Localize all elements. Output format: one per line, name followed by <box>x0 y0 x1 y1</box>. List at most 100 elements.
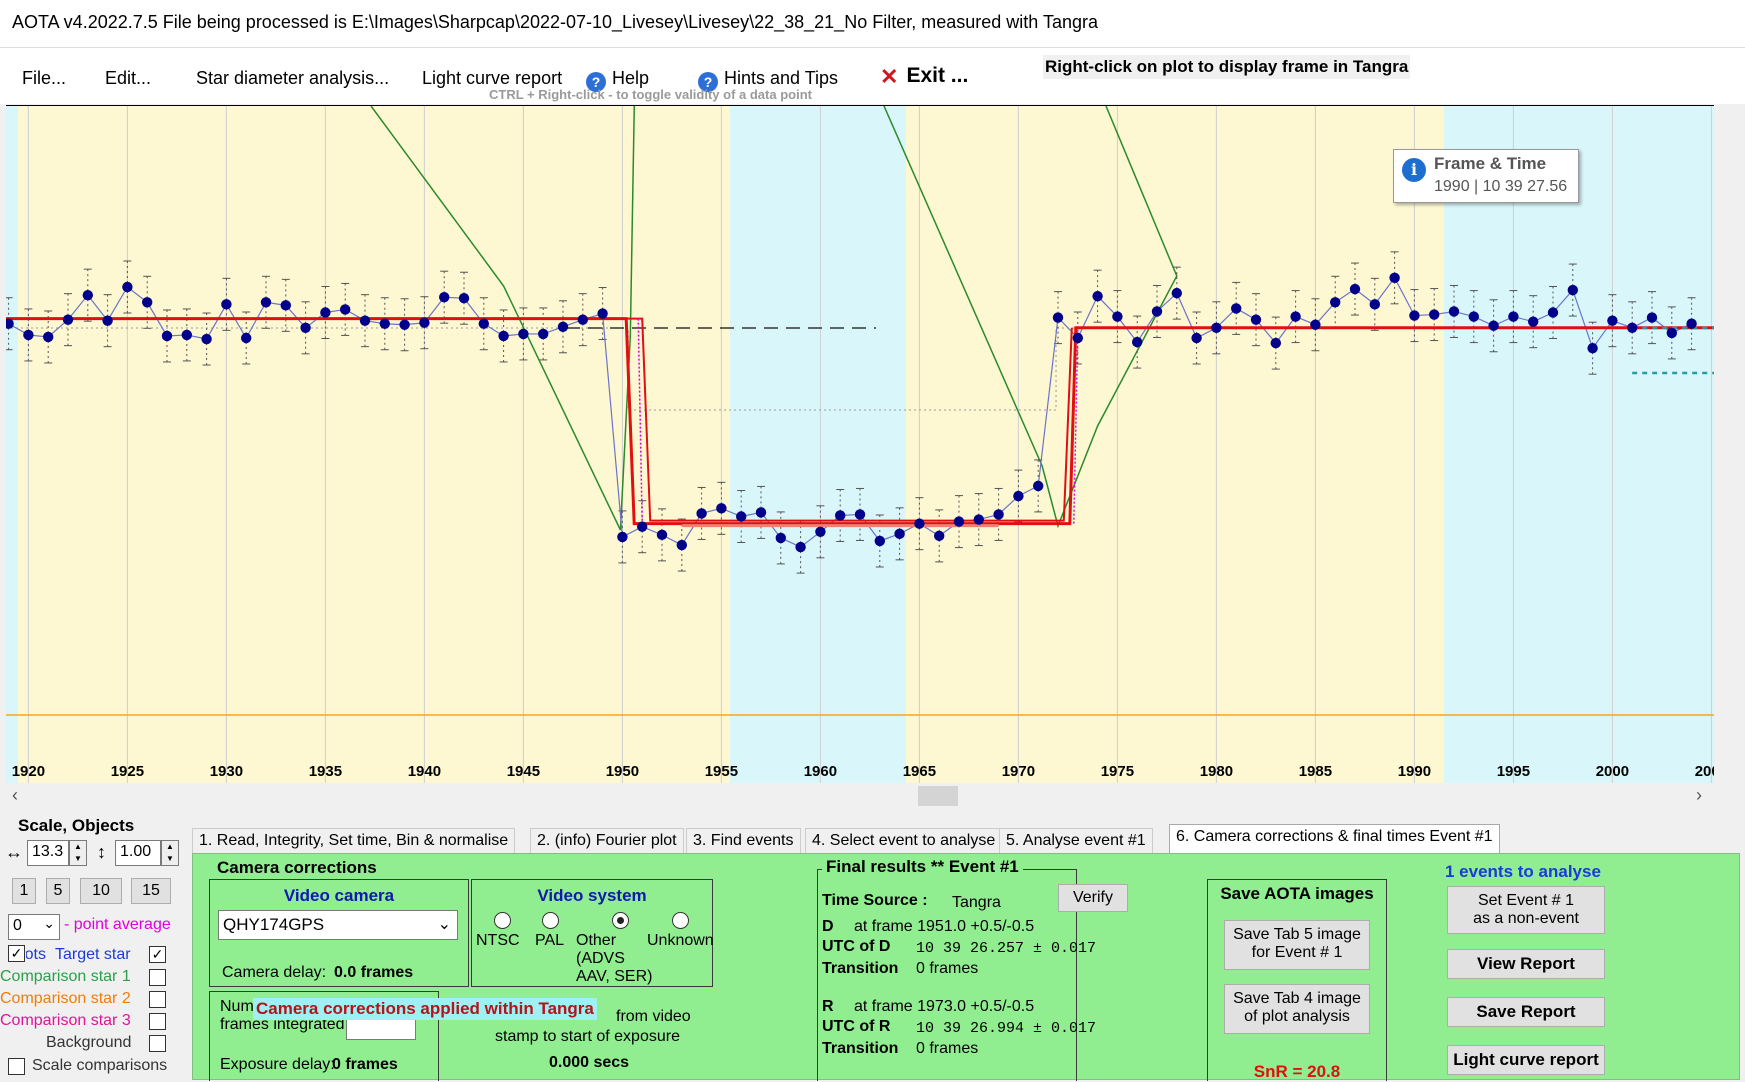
tab-find-events[interactable]: 3. Find events <box>686 828 801 854</box>
data-point <box>518 328 529 340</box>
radio-other[interactable] <box>612 912 629 929</box>
info-icon: i <box>1402 158 1426 182</box>
radio-unknown[interactable] <box>672 912 689 929</box>
scale-1-button[interactable]: 1 <box>12 878 36 904</box>
scale-15-button[interactable]: 15 <box>131 878 171 904</box>
tab-analyse-event[interactable]: 5. Analyse event #1 <box>999 828 1153 854</box>
data-point <box>1013 490 1024 502</box>
scale-comparisons-checkbox[interactable] <box>8 1058 25 1075</box>
data-point <box>637 521 648 532</box>
data-point <box>1646 312 1658 323</box>
background-label: Background <box>46 1034 132 1051</box>
x-tick-label: 1930 <box>210 763 243 780</box>
menu-star-diameter[interactable]: Star diameter analysis... <box>196 68 390 88</box>
x-tick-label: 1920 <box>12 763 45 780</box>
menu-file[interactable]: File... <box>22 68 67 88</box>
comp2-checkbox[interactable] <box>149 991 166 1008</box>
horizontal-scale-input[interactable]: 13.3 <box>27 840 69 866</box>
time-source-value: Tangra <box>952 894 1001 911</box>
x-tick-label: 1950 <box>606 763 639 780</box>
frames-integrated-input[interactable] <box>346 1018 416 1040</box>
comp3-checkbox[interactable] <box>149 1013 166 1030</box>
x-tick-label: 1980 <box>1200 763 1233 780</box>
utc-d-value: 10 39 26.257 ± 0.017 <box>916 940 1097 957</box>
right-click-hint: Right-click on plot to display frame in … <box>1043 55 1411 79</box>
r-transition-value: 0 frames <box>916 1040 979 1057</box>
save-report-button[interactable]: Save Report <box>1447 997 1605 1027</box>
camera-corrections-panel: Camera corrections Video camera QHY174GP… <box>192 853 1740 1081</box>
data-point <box>914 518 925 529</box>
dots-checkbox[interactable]: ✓ <box>8 945 25 962</box>
data-point <box>1052 312 1064 323</box>
data-point <box>379 318 390 329</box>
horizontal-scale-spinner[interactable]: ▲ ▼ <box>69 840 87 866</box>
data-point <box>1231 303 1242 314</box>
menu-edit[interactable]: Edit... <box>105 68 152 88</box>
scroll-right-arrow-icon[interactable]: › <box>1696 785 1702 805</box>
x-tick-label: 1945 <box>507 763 540 780</box>
data-point <box>1250 314 1262 325</box>
menu-help[interactable]: ? Help <box>586 68 649 92</box>
tab-read-integrity[interactable]: 1. Read, Integrity, Set time, Bin & norm… <box>192 828 516 854</box>
fourier-curve-d <box>370 105 636 531</box>
scrollbar-thumb[interactable] <box>918 786 958 806</box>
menu-light-curve-report[interactable]: Light curve report <box>422 68 563 88</box>
scale-5-button[interactable]: 5 <box>46 878 70 904</box>
tab-camera-corrections[interactable]: 6. Camera corrections & final times Even… <box>1169 824 1500 854</box>
data-point <box>1072 332 1084 344</box>
dots-label: Dots <box>26 946 46 963</box>
title-bar: AOTA v4.2022.7.5 File being processed is… <box>0 0 1745 48</box>
data-point <box>1290 311 1301 322</box>
data-point <box>1112 311 1123 322</box>
data-point <box>676 539 687 551</box>
scroll-left-arrow-icon[interactable]: ‹ <box>12 785 18 805</box>
comp1-checkbox[interactable] <box>149 969 166 986</box>
data-point <box>201 333 212 345</box>
point-average-select[interactable]: 0 ⌄ <box>8 914 60 940</box>
menu-hints-label: Hints and Tips <box>724 68 839 88</box>
comp2-label: Comparison star 2 <box>0 990 131 1007</box>
plot-scrollbar[interactable]: ‹ › <box>6 783 1714 809</box>
target-star-checkbox[interactable]: ✓ <box>149 946 166 963</box>
x-tick-label: 1975 <box>1101 763 1134 780</box>
camera-select[interactable]: QHY174GPS ⌄ <box>218 910 458 940</box>
utc-r-value: 10 39 26.994 ± 0.017 <box>916 1020 1097 1037</box>
baseline-band-right <box>1444 106 1714 784</box>
events-to-analyse-label: 1 events to analyse <box>1445 862 1601 881</box>
menu-help-label: Help <box>612 68 650 88</box>
x-tick-label: 1935 <box>309 763 342 780</box>
data-point <box>1528 316 1539 327</box>
background-checkbox[interactable] <box>149 1035 166 1052</box>
baseline-band-mid <box>730 106 906 784</box>
light-curve-svg[interactable]: 1920 1925 1930 1935 1940 1945 1950 1955 1960 1965… <box>3 105 1728 784</box>
data-point <box>1627 322 1638 333</box>
save-tab4-button[interactable]: Save Tab 4 image of plot analysis <box>1224 984 1370 1034</box>
menu-exit[interactable]: ✕ Exit ... <box>880 64 968 90</box>
tab-select-event[interactable]: 4. Select event to analyse <box>805 828 1003 854</box>
view-report-button[interactable]: View Report <box>1447 949 1605 979</box>
data-point <box>1270 337 1282 349</box>
save-tab5-button[interactable]: Save Tab 5 image for Event # 1 <box>1224 920 1370 970</box>
scale-objects-panel: Scale, Objects ↔ 13.3 ▲ ▼ ↕ 1.00 ▲ ▼ 1 5 1… <box>0 812 180 1080</box>
scale-10-button[interactable]: 10 <box>80 878 122 904</box>
verify-button[interactable]: Verify <box>1058 884 1128 912</box>
time-source-label: Time Source : <box>822 892 928 909</box>
radio-pal[interactable] <box>542 912 559 929</box>
data-point <box>577 314 588 325</box>
vertical-scale-input[interactable]: 1.00 <box>115 840 161 866</box>
tab-fourier[interactable]: 2. (info) Fourier plot <box>530 828 684 854</box>
vertical-scale-spinner[interactable]: ▲ ▼ <box>161 840 179 866</box>
data-point <box>320 307 331 318</box>
radio-ntsc[interactable] <box>494 912 511 929</box>
light-curve-report-button[interactable]: Light curve report <box>1447 1045 1605 1075</box>
video-camera-title: Video camera <box>283 886 395 905</box>
data-point <box>1547 307 1559 318</box>
data-point <box>300 322 311 333</box>
vertical-scale-icon: ↕ <box>97 842 106 862</box>
label-unknown: Unknown <box>647 932 714 949</box>
menu-hints[interactable]: ? Hints and Tips <box>698 68 838 92</box>
chevron-down-icon: ⌄ <box>43 915 55 931</box>
set-non-event-button[interactable]: Set Event # 1 as a non-event <box>1447 886 1605 934</box>
data-point <box>1468 311 1480 322</box>
light-curve-plot[interactable]: 1920 1925 1930 1935 1940 1945 1950 1955 1960 1965… <box>3 105 1728 784</box>
